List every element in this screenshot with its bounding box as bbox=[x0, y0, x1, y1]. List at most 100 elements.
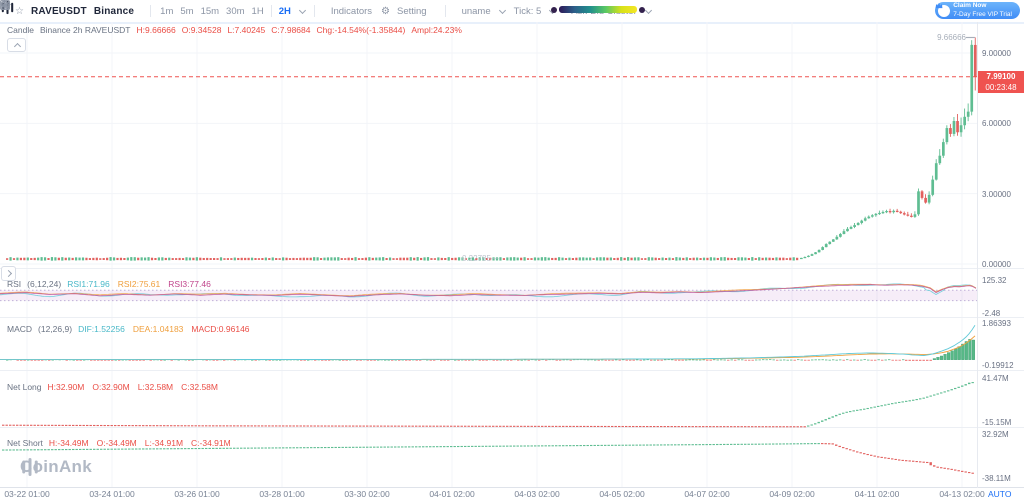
main-legend: Candle Binance 2h RAVEUSDT H:9.66666 O:9.… bbox=[7, 25, 462, 35]
time-tick-label: 04-07 02:00 bbox=[684, 489, 730, 499]
chevron-right-icon bbox=[4, 269, 13, 278]
crown-icon bbox=[935, 2, 951, 17]
series-source-label: Binance 2h RAVEUSDT bbox=[39, 25, 131, 35]
gradient-handle-left[interactable] bbox=[551, 6, 557, 13]
claim-line2: 7-Day Free VIP Trial bbox=[953, 10, 1012, 18]
rsi-legend: RSI (6,12,24) RSI1:71.96 RSI2:75.61 RSI3:7… bbox=[7, 279, 211, 289]
price-axis[interactable]: 9.00000 6.00000 3.00000 0.00000 125.32 -2.48 1… bbox=[978, 22, 1024, 488]
ohlc-value: H:9.66666 bbox=[136, 25, 176, 35]
coinank-watermark: CoinAnk bbox=[20, 457, 92, 477]
ohlc-value: Ampl:24.23% bbox=[411, 25, 462, 35]
ohlc-value: C:7.98684 bbox=[271, 25, 311, 35]
timeframe-2h-active[interactable]: 2H bbox=[278, 5, 291, 17]
gradient-handle-right[interactable] bbox=[639, 6, 645, 13]
legend-value: DEA:1.04183 bbox=[132, 324, 184, 334]
timeframe-1h[interactable]: 1H bbox=[251, 5, 264, 17]
time-tick-label: 04-05 02:00 bbox=[599, 489, 645, 499]
timeframe-5m[interactable]: 5m bbox=[180, 5, 194, 17]
indicators-label: Indicators bbox=[330, 5, 373, 17]
divider bbox=[270, 5, 272, 17]
rsi-name: RSI bbox=[7, 279, 22, 289]
legend-value: L:-34.91M bbox=[144, 438, 184, 448]
claim-vip-button[interactable]: Claim Now 7-Day Free VIP Trial bbox=[935, 2, 1020, 19]
legend-value: C:-34.91M bbox=[191, 438, 231, 448]
legend-value: MACD:0.96146 bbox=[191, 324, 250, 334]
watermark-text: CoinAnk bbox=[20, 457, 92, 476]
session-high-label: 9.66666— bbox=[937, 33, 974, 43]
divider bbox=[150, 5, 152, 17]
uname-menu[interactable]: uname bbox=[0, 1, 506, 17]
legend-value: RSI3:77.46 bbox=[168, 279, 211, 289]
legend-collapse-button[interactable] bbox=[7, 38, 26, 52]
axis-tick-label: 41.47M bbox=[982, 374, 1009, 383]
time-tick-label: 04-13 02:00 bbox=[939, 489, 985, 499]
legend-value: H:32.90M bbox=[47, 382, 85, 392]
toolbar: ☆ RAVEUSDT Binance 1m 5m 15m 30m 1H 2H I… bbox=[0, 0, 1024, 24]
timeframe-15m[interactable]: 15m bbox=[200, 5, 220, 17]
timeframe-30m[interactable]: 30m bbox=[226, 5, 245, 17]
time-axis[interactable]: AUTO 03-22 01:00 03-24 01:00 03-26 01:00 03… bbox=[0, 488, 1024, 499]
netlong-legend: Net Long H:32.90M O:32.90M L:32.58M C:32.58… bbox=[7, 382, 218, 392]
last-price-badge: 7.99100 bbox=[978, 71, 1024, 82]
flat-price-label: 0.22785— bbox=[462, 254, 499, 263]
chevron-down-icon bbox=[498, 6, 506, 14]
time-tick-label: 03-28 01:00 bbox=[259, 489, 305, 499]
legend-value: RSI2:75.61 bbox=[117, 279, 161, 289]
timeframe-1m[interactable]: 1m bbox=[160, 5, 174, 17]
legend-value: O:32.90M bbox=[92, 382, 130, 392]
chevron-down-icon bbox=[644, 6, 652, 14]
axis-tick-label: 32.92M bbox=[982, 430, 1009, 439]
gradient-scale bbox=[559, 6, 637, 13]
legend-value: RSI1:71.96 bbox=[67, 279, 110, 289]
axis-tick-label: 125.32 bbox=[982, 276, 1007, 285]
axis-tick-label: -2.48 bbox=[982, 309, 1001, 318]
axis-tick-label: 1.86393 bbox=[982, 319, 1011, 328]
time-tick-label: 03-26 01:00 bbox=[174, 489, 220, 499]
ohlc-value: L:7.40245 bbox=[227, 25, 266, 35]
heatmap-gradient-slider[interactable] bbox=[551, 6, 645, 13]
axis-tick-label: -38.11M bbox=[982, 474, 1011, 483]
axis-tick-label: 0.00000 bbox=[982, 260, 1011, 269]
axis-tick-label: 6.00000 bbox=[982, 119, 1011, 129]
time-tick-label: 04-11 02:00 bbox=[854, 489, 900, 499]
panel-expand-button[interactable] bbox=[1, 266, 16, 281]
chevron-down-icon[interactable] bbox=[298, 6, 306, 14]
countdown-badge: 00:23:48 bbox=[978, 82, 1024, 93]
macd-params: (12,26,9) bbox=[38, 324, 73, 334]
time-tick-label: 03-22 01:00 bbox=[4, 489, 50, 499]
time-tick-label: 04-09 02:00 bbox=[769, 489, 815, 499]
uname-label: uname bbox=[461, 5, 491, 17]
rsi-params: (6,12,24) bbox=[27, 279, 62, 289]
chart-area: Candle Binance 2h RAVEUSDT H:9.66666 O:9.… bbox=[0, 22, 1024, 499]
divider bbox=[313, 5, 315, 17]
setting-button[interactable]: ⚙ Setting bbox=[381, 6, 427, 17]
time-tick-label: 03-24 01:00 bbox=[89, 489, 135, 499]
auto-scale-button[interactable]: AUTO bbox=[988, 489, 1012, 499]
time-tick-label: 04-03 02:00 bbox=[514, 489, 560, 499]
macd-name: MACD bbox=[7, 324, 33, 334]
tick-label: Tick: 5 bbox=[513, 5, 542, 17]
favorite-star-icon[interactable]: ☆ bbox=[15, 5, 24, 17]
legend-value: L:32.58M bbox=[137, 382, 174, 392]
legend-value: H:-34.49M bbox=[48, 438, 89, 448]
axis-tick-label: -0.19912 bbox=[982, 361, 1014, 370]
axis-tick-label: 3.00000 bbox=[982, 189, 1011, 199]
macd-legend: MACD (12,26,9) DIF:1.52256 DEA:1.04183 MAC… bbox=[7, 324, 250, 334]
legend-value: DIF:1.52256 bbox=[78, 324, 125, 334]
divider bbox=[444, 5, 446, 17]
tick-menu[interactable]: Tick: 5 bbox=[513, 5, 557, 17]
indicators-button[interactable]: Indicators bbox=[0, 0, 373, 17]
symbol-name[interactable]: RAVEUSDT bbox=[30, 5, 87, 17]
chart-canvas[interactable] bbox=[0, 22, 1024, 488]
exchange-name[interactable]: Binance bbox=[93, 5, 135, 17]
time-tick-label: 04-01 02:00 bbox=[429, 489, 475, 499]
netshort-name: Net Short bbox=[7, 438, 43, 448]
legend-value: O:-34.49M bbox=[96, 438, 137, 448]
netlong-name: Net Long bbox=[7, 382, 42, 392]
netshort-legend: Net Short H:-34.49M O:-34.49M L:-34.91M C:-… bbox=[7, 438, 231, 448]
axis-tick-label: 9.00000 bbox=[982, 49, 1011, 59]
legend-value: C:32.58M bbox=[181, 382, 218, 392]
claim-line1: Claim Now bbox=[953, 1, 987, 9]
setting-label: Setting bbox=[397, 5, 427, 17]
